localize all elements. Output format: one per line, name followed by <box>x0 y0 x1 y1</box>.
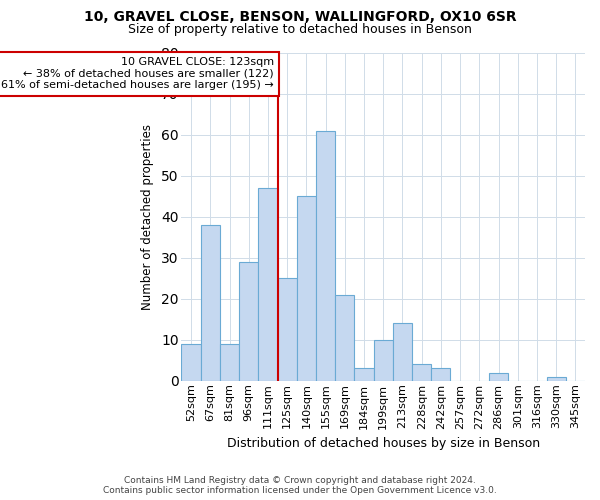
Bar <box>355 368 374 381</box>
Bar <box>374 340 393 381</box>
Text: Contains HM Land Registry data © Crown copyright and database right 2024.
Contai: Contains HM Land Registry data © Crown c… <box>103 476 497 495</box>
Text: Size of property relative to detached houses in Benson: Size of property relative to detached ho… <box>128 22 472 36</box>
Text: 10, GRAVEL CLOSE, BENSON, WALLINGFORD, OX10 6SR: 10, GRAVEL CLOSE, BENSON, WALLINGFORD, O… <box>83 10 517 24</box>
X-axis label: Distribution of detached houses by size in Benson: Distribution of detached houses by size … <box>227 437 540 450</box>
Bar <box>431 368 451 381</box>
Bar <box>547 376 566 381</box>
Bar <box>393 324 412 381</box>
Bar <box>239 262 259 381</box>
Bar <box>297 196 316 381</box>
Bar <box>335 294 355 381</box>
Bar <box>412 364 431 381</box>
Bar <box>278 278 297 381</box>
Bar <box>259 188 278 381</box>
Bar <box>220 344 239 381</box>
Bar <box>316 131 335 381</box>
Y-axis label: Number of detached properties: Number of detached properties <box>141 124 154 310</box>
Bar <box>200 225 220 381</box>
Text: 10 GRAVEL CLOSE: 123sqm
← 38% of detached houses are smaller (122)
61% of semi-d: 10 GRAVEL CLOSE: 123sqm ← 38% of detache… <box>1 57 274 90</box>
Bar <box>489 372 508 381</box>
Bar <box>181 344 200 381</box>
